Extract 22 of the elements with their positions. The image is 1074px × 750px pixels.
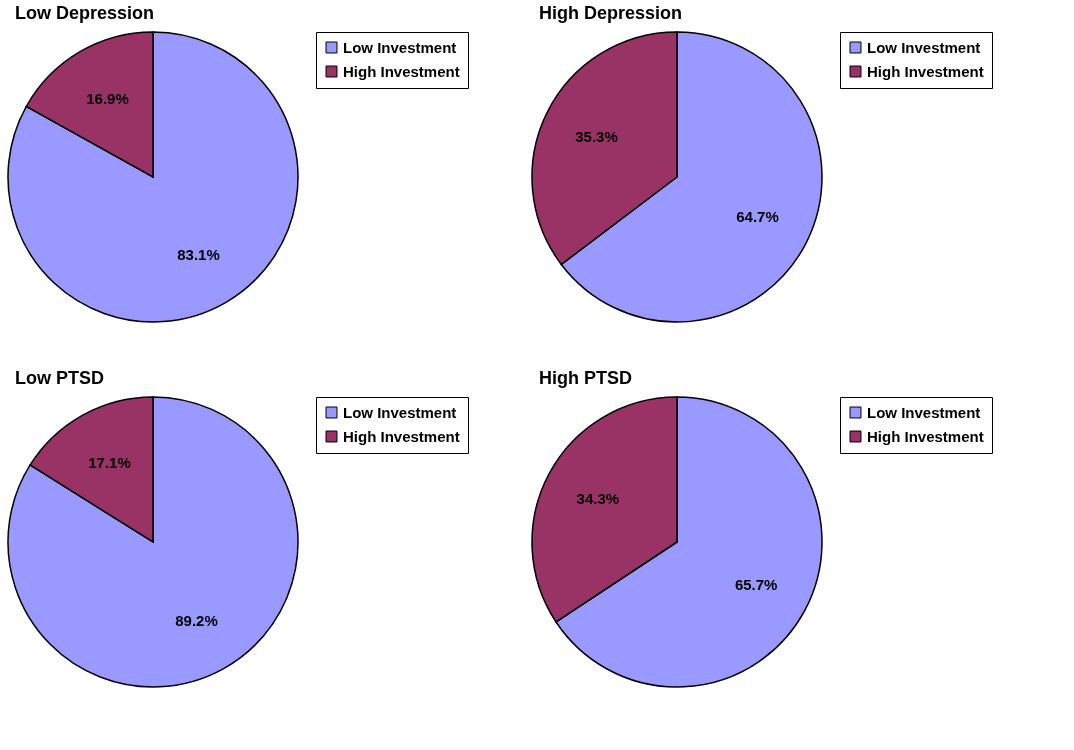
data-label: 65.7% (734, 575, 778, 593)
chart-title: High PTSD (539, 368, 632, 388)
chart-title: High Depression (539, 3, 683, 23)
chart-title: Low Depression (15, 3, 155, 23)
data-label: 64.7% (736, 208, 779, 226)
pie-slice (7, 396, 299, 688)
legend-label: Low Investment (343, 38, 457, 56)
legend-label: High Investment (867, 62, 984, 80)
data-label: 83.1% (177, 245, 220, 263)
legend-label: High Investment (343, 427, 460, 445)
legend-label: High Investment (343, 62, 460, 80)
legend-label: Low Investment (867, 38, 981, 56)
data-label: 34.3% (576, 490, 620, 508)
chart-title: Low PTSD (15, 368, 104, 388)
legend-label: Low Investment (343, 403, 457, 421)
legend-label: Low Investment (867, 403, 981, 421)
pie-slice (7, 31, 299, 323)
data-label: 35.3% (575, 127, 618, 145)
data-label: 89.2% (175, 611, 218, 629)
legend-label: High Investment (867, 427, 984, 445)
data-label: 17.1% (88, 454, 131, 472)
data-label: 16.9% (86, 90, 129, 108)
